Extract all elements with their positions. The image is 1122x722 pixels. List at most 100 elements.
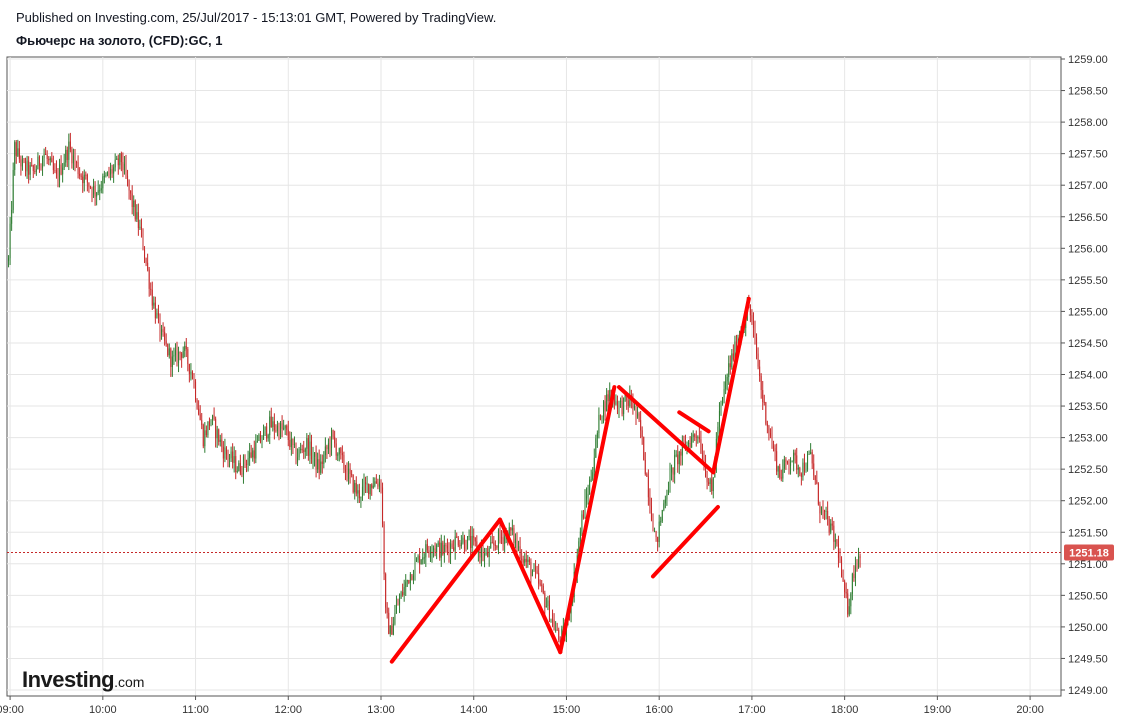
candle-body xyxy=(136,212,138,220)
candle-body xyxy=(779,466,781,478)
candle-body xyxy=(837,544,839,558)
candle-body xyxy=(300,448,302,450)
candle-body xyxy=(317,459,319,470)
candle-body xyxy=(165,340,167,344)
candle-body xyxy=(65,149,67,163)
candle-body xyxy=(327,443,329,450)
candle-body xyxy=(796,455,798,470)
candle-body xyxy=(198,408,200,415)
candle-body xyxy=(689,443,691,448)
candle-body xyxy=(301,448,303,451)
candle-body xyxy=(60,164,62,175)
candle-body xyxy=(394,612,396,624)
candle-body xyxy=(429,552,431,554)
candle-body xyxy=(528,559,530,563)
candle-body xyxy=(751,315,753,322)
candle-body xyxy=(103,176,105,178)
candle-body xyxy=(559,639,561,643)
candle-body xyxy=(847,593,849,615)
y-tick-label: 1258.50 xyxy=(1068,86,1108,98)
candle-body xyxy=(726,377,728,382)
candle-body xyxy=(462,537,464,543)
candle-body xyxy=(346,471,348,480)
candle-body xyxy=(652,519,654,532)
candle-body xyxy=(854,566,856,579)
candle-body xyxy=(130,190,132,194)
candle-body xyxy=(531,571,533,577)
candle-body xyxy=(378,481,380,487)
candle-body xyxy=(46,154,48,160)
candle-body xyxy=(496,545,498,548)
candle-body xyxy=(54,170,56,172)
x-tick-label: 14:00 xyxy=(460,704,488,716)
candle-body xyxy=(105,175,107,177)
candle-body xyxy=(644,459,646,475)
candle-body xyxy=(212,415,214,420)
candle-body xyxy=(128,180,130,191)
candle-body xyxy=(86,174,88,183)
candle-body xyxy=(785,459,787,462)
candle-body xyxy=(380,481,382,488)
candle-body xyxy=(12,169,14,210)
annotation-line xyxy=(389,517,502,664)
candle-body xyxy=(119,153,121,166)
candle-body xyxy=(802,462,804,477)
candle-body xyxy=(196,399,198,409)
candle-body xyxy=(535,566,537,571)
candle-body xyxy=(71,149,73,164)
candle-body xyxy=(759,366,761,377)
candle-body xyxy=(28,160,30,175)
candle-body xyxy=(442,542,444,555)
candle-body xyxy=(361,486,363,497)
candle-body xyxy=(15,142,17,156)
candle-body xyxy=(448,548,450,555)
candle-body xyxy=(834,540,836,542)
candle-body xyxy=(205,430,207,436)
candle-body xyxy=(242,456,244,475)
y-tick-label: 1251.50 xyxy=(1068,527,1108,539)
candle-body xyxy=(391,625,393,635)
candle-body xyxy=(18,148,20,160)
candle-body xyxy=(771,435,773,447)
candle-body xyxy=(215,418,217,439)
y-tick-label: 1259.00 xyxy=(1068,54,1108,66)
candle-body xyxy=(650,505,652,520)
candle-body xyxy=(239,463,241,474)
candle-body xyxy=(116,158,118,160)
candle-body xyxy=(68,141,70,160)
candle-body xyxy=(168,348,170,356)
candle-body xyxy=(581,514,583,532)
candle-body xyxy=(82,176,84,184)
candle-body xyxy=(850,593,852,607)
candle-body xyxy=(250,452,252,458)
candle-body xyxy=(94,185,96,197)
candle-body xyxy=(96,192,98,197)
candle-body xyxy=(756,337,758,354)
candle-body xyxy=(582,514,584,519)
candle-body xyxy=(451,543,453,548)
candle-body xyxy=(150,288,152,290)
x-tick-label: 16:00 xyxy=(645,704,673,716)
candle-body xyxy=(701,453,703,460)
candle-body xyxy=(842,577,844,582)
candle-body xyxy=(284,425,286,429)
candle-body xyxy=(221,439,223,447)
candle-body xyxy=(25,161,27,172)
candle-body xyxy=(351,473,353,475)
candle-body xyxy=(374,481,376,486)
candle-body xyxy=(646,474,648,477)
candle-body xyxy=(414,561,416,576)
published-info: Published on Investing.com, 25/Jul/2017 … xyxy=(16,10,497,25)
candle-body xyxy=(241,473,243,475)
candle-body xyxy=(411,574,413,580)
candle-body xyxy=(261,439,263,443)
candle-body xyxy=(788,463,790,466)
candle-body xyxy=(599,414,601,420)
logo-suffix-text: .com xyxy=(114,674,145,690)
candle-body xyxy=(286,425,288,430)
candle-body xyxy=(445,545,447,547)
candle-body xyxy=(162,329,164,332)
candle-body xyxy=(157,312,159,316)
candle-body xyxy=(769,433,771,436)
